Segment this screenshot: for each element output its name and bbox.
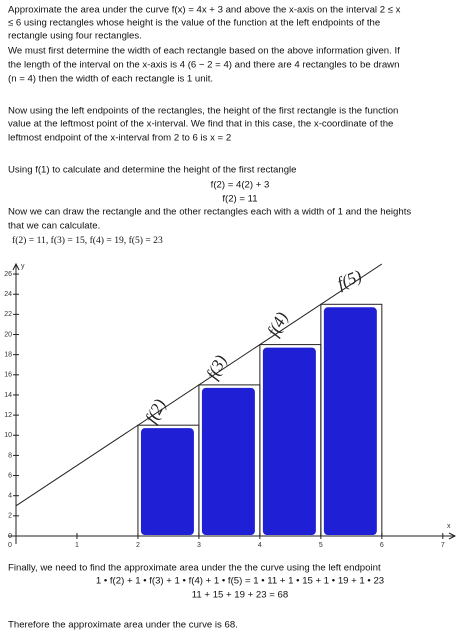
y-tick-label: 16 xyxy=(4,372,12,379)
x-tick-label: 2 xyxy=(136,542,140,549)
bar-fill xyxy=(323,307,377,535)
text-line: Now using the left endpoints of the rect… xyxy=(8,106,398,117)
y-tick-label: 10 xyxy=(4,432,12,439)
y-tick-label: 2 xyxy=(8,513,12,520)
text-line: Now we can draw the rectangle and the ot… xyxy=(8,207,411,218)
bar-fill xyxy=(140,428,194,535)
handwritten-label: f(5) xyxy=(334,266,364,293)
y-tick-label: 22 xyxy=(4,311,12,318)
x-tick-label: 0 xyxy=(8,542,12,549)
y-tick-label: 24 xyxy=(4,291,12,298)
bar-outline xyxy=(320,303,383,537)
y-tick-label: 8 xyxy=(8,452,12,459)
text-line: rectangle using four rectangles. xyxy=(8,31,142,42)
y-tick-label: 20 xyxy=(4,331,12,338)
text-line: 1 • f(2) + 1 • f(3) + 1 • f(4) + 1 • f(5… xyxy=(96,576,384,587)
text-line: f(2) = 4(2) + 3 xyxy=(211,180,270,191)
handwritten-label: f(4) xyxy=(263,309,291,340)
y-tick-label: 6 xyxy=(8,472,12,479)
function-line xyxy=(15,263,383,507)
x-tick-label: 4 xyxy=(258,542,262,549)
text-line: (n = 4) then the width of each rectangle… xyxy=(8,74,213,85)
x-tick-label: 1 xyxy=(75,542,79,549)
x-tick-label: 7 xyxy=(441,542,445,549)
y-axis-label: y xyxy=(21,263,25,270)
y-tick-label: 18 xyxy=(4,352,12,359)
y-tick-label: 12 xyxy=(4,412,12,419)
x-tick-label: 6 xyxy=(380,542,384,549)
x-axis-label: x xyxy=(447,523,451,530)
text-line: Using f(1) to calculate and determine th… xyxy=(8,165,297,176)
text-line: We must first determine the width of eac… xyxy=(8,46,400,57)
text-line: leftmost endpoint of the x-interval from… xyxy=(8,133,231,144)
y-tick-label: 26 xyxy=(4,271,12,278)
x-tick-label: 5 xyxy=(319,542,323,549)
text-line: Therefore the approximate area under the… xyxy=(8,620,238,631)
text-line: Finally, we need to find the approximate… xyxy=(8,563,381,574)
text-line: the length of the interval on the x-axis… xyxy=(8,60,399,71)
text-line: that we can calculate. xyxy=(8,221,100,232)
text-line: value at the leftmost point of the x-int… xyxy=(8,119,393,130)
x-tick-label: 3 xyxy=(197,542,201,549)
text-line: f(2) = 11, f(3) = 15, f(4) = 19, f(5) = … xyxy=(12,235,163,246)
text-line: ≤ 6 using rectangles whose height is the… xyxy=(8,18,380,29)
bar-fill xyxy=(201,387,255,535)
text-line: f(2) = 11 xyxy=(222,194,257,205)
handwritten-label: f(3) xyxy=(202,352,230,383)
y-tick-label: 0 xyxy=(8,533,12,540)
x-arrow xyxy=(448,532,457,540)
y-arrow xyxy=(12,262,20,271)
y-tick-label: 4 xyxy=(8,493,12,500)
handwritten-label: f(2) xyxy=(141,396,169,427)
text-line: 11 + 15 + 19 + 23 = 68 xyxy=(192,590,288,601)
text-line: Approximate the area under the curve f(x… xyxy=(8,5,401,16)
y-tick-label: 14 xyxy=(4,392,12,399)
bar-fill xyxy=(262,347,316,535)
